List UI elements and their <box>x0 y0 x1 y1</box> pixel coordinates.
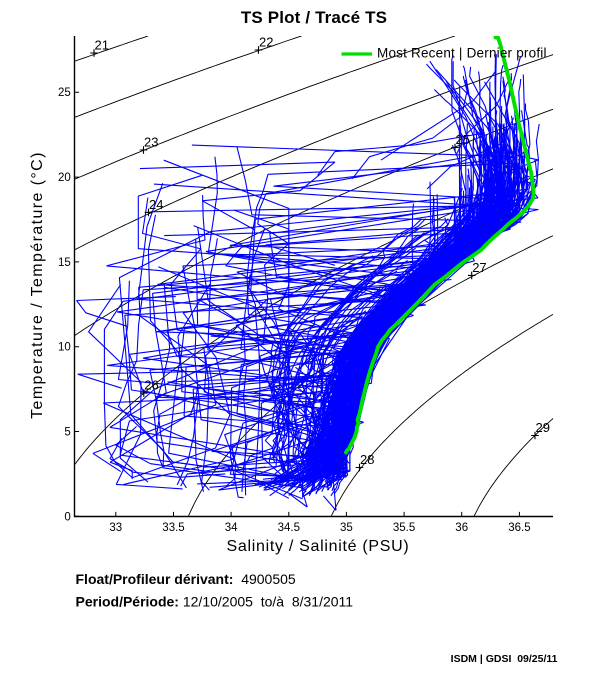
svg-text:ISDM | GDSI 09/25/11: ISDM | GDSI 09/25/11 <box>451 653 558 665</box>
svg-text:10: 10 <box>58 342 71 354</box>
svg-text:23: 23 <box>144 135 158 150</box>
svg-text:Period/Période: 12/10/2005 to: Period/Période: 12/10/2005 to/à 8/31/201… <box>76 594 354 610</box>
svg-text:25: 25 <box>456 132 470 147</box>
svg-text:36.5: 36.5 <box>508 522 530 534</box>
svg-text:15: 15 <box>58 257 71 269</box>
svg-text:Salinity / Salinité (PSU): Salinity / Salinité (PSU) <box>227 538 410 555</box>
svg-text:34: 34 <box>225 522 238 534</box>
svg-text:5: 5 <box>64 427 70 439</box>
svg-text:24: 24 <box>149 197 163 212</box>
svg-text:25: 25 <box>58 87 71 99</box>
svg-text:Most Recent | Dernier profil: Most Recent | Dernier profil <box>377 46 547 61</box>
svg-text:28: 28 <box>360 452 374 467</box>
svg-text:Float/Profileur dérivant: 490: Float/Profileur dérivant: 4900505 <box>76 571 296 587</box>
svg-text:21: 21 <box>95 38 109 53</box>
svg-text:27: 27 <box>472 260 486 275</box>
svg-text:29: 29 <box>536 420 550 435</box>
svg-text:TS Plot / Tracé TS: TS Plot / Tracé TS <box>241 8 387 27</box>
svg-text:22: 22 <box>259 35 273 50</box>
svg-text:33.5: 33.5 <box>162 522 184 534</box>
svg-text:33: 33 <box>109 522 122 534</box>
svg-text:35: 35 <box>340 522 353 534</box>
svg-text:26: 26 <box>144 378 158 393</box>
svg-text:0: 0 <box>64 511 70 523</box>
svg-text:35.5: 35.5 <box>393 522 415 534</box>
svg-text:20: 20 <box>58 172 71 184</box>
svg-text:34.5: 34.5 <box>278 522 300 534</box>
svg-text:36: 36 <box>455 522 468 534</box>
svg-text:Temperature / Température (°C): Temperature / Température (°C) <box>29 151 46 419</box>
